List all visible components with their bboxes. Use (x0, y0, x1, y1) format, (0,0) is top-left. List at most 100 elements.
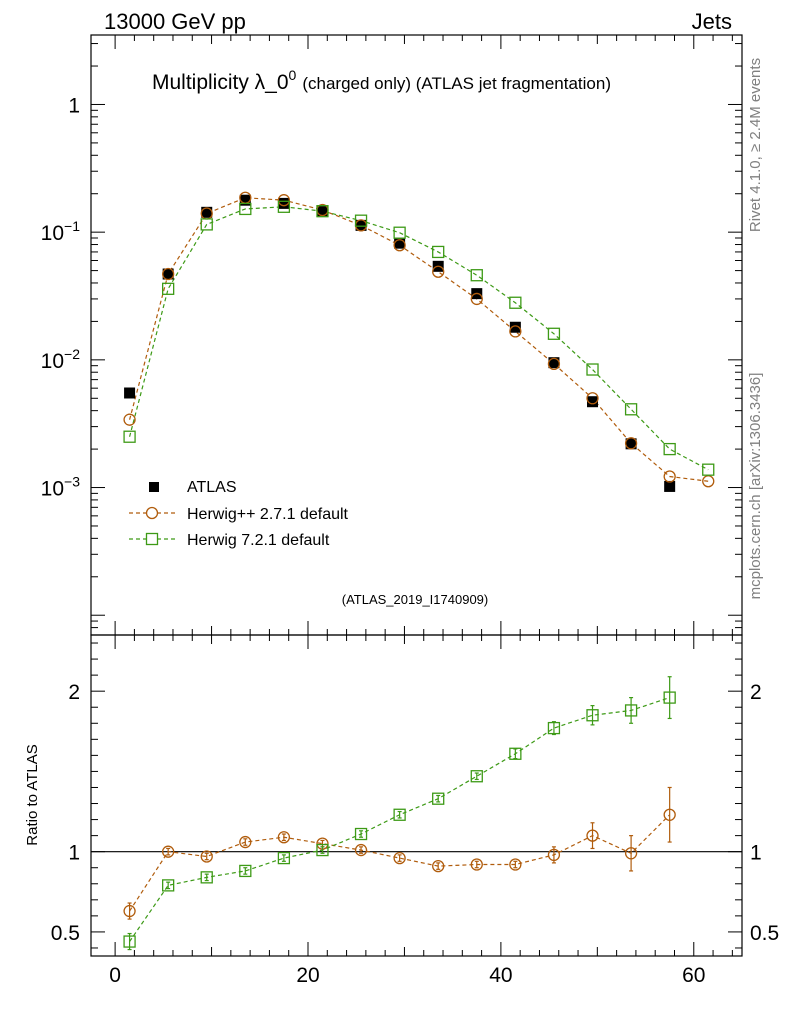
ratio-point-herwig7 (393, 808, 406, 821)
x-tick-labels: 0 20 40 60 (109, 964, 705, 987)
main-point-herwig7 (162, 282, 175, 295)
main-point-herwig7 (316, 205, 329, 218)
main-point-atlas (162, 268, 174, 280)
main-point-herwig7 (547, 327, 561, 340)
main-point-atlas (587, 396, 599, 408)
main-point-herwigpp (586, 392, 599, 405)
main-point-atlas (124, 387, 136, 399)
main-point-herwigpp (432, 265, 445, 278)
ratio-point-herwigpp (663, 808, 676, 821)
ratio-point-herwig7 (316, 843, 329, 857)
ratio-point-herwig7 (586, 709, 599, 722)
main-point-herwig7 (277, 200, 291, 213)
main-line-herwigpp (128, 197, 709, 482)
main-point-herwigpp (547, 357, 561, 371)
chart-title-sub: (charged only) (ATLAS jet fragmentation) (302, 74, 611, 93)
main-point-herwigpp (624, 437, 638, 450)
main-point-herwigpp (509, 325, 522, 338)
ratio-line-herwigpp (129, 814, 671, 912)
ratio-point-herwig7 (624, 704, 638, 717)
ratio-point-herwig7 (123, 935, 136, 948)
main-point-herwig7 (123, 430, 136, 443)
main-point-herwigpp (663, 470, 676, 483)
ratio-point-herwig7 (432, 792, 445, 805)
legend-label-herwig7: Herwig 7.2.1 default (187, 532, 330, 549)
main-point-herwig7 (470, 269, 483, 282)
x-tick-label: 40 (489, 964, 512, 987)
main-point-herwig7 (200, 218, 213, 231)
main-point-atlas (625, 438, 637, 450)
ratio-point-herwigpp (277, 831, 291, 844)
ratio-point-herwig7 (239, 864, 252, 878)
ratio-point-herwigpp (470, 858, 483, 871)
main-point-atlas (664, 480, 676, 492)
ratio-point-herwigpp (547, 848, 561, 862)
chart-title: Multiplicity λ_00 (charged only) (ATLAS j… (152, 67, 611, 94)
main-y-tick-labels: 1 10−1 10−2 10−3 (41, 94, 81, 500)
main-point-atlas (201, 206, 213, 218)
ratio-point-herwigpp (586, 829, 599, 842)
legend-label-atlas: ATLAS (187, 479, 237, 496)
main-point-herwig7 (702, 463, 715, 476)
legend-label-herwigpp: Herwig++ 2.7.1 default (187, 506, 349, 523)
header-right-label: Jets (692, 9, 732, 34)
ratio-series (123, 676, 676, 951)
ratio-point-herwig7 (547, 721, 561, 735)
ratio-y-tick-label-right: 1 (750, 842, 762, 865)
main-point-herwigpp (123, 413, 136, 426)
ratio-point-herwigpp (162, 845, 175, 858)
ratio-point-herwig7 (162, 879, 175, 892)
main-point-herwigpp (393, 239, 406, 252)
x-tick-label: 20 (296, 964, 319, 987)
main-point-herwig7 (586, 363, 599, 376)
ratio-point-herwigpp (432, 859, 445, 873)
chart-title-sup: 0 (289, 67, 297, 83)
ratio-y-tick-label-right: 2 (750, 681, 762, 704)
legend-marker-herwigpp (145, 506, 159, 520)
main-point-atlas (278, 197, 290, 209)
main-point-herwigpp (162, 267, 175, 281)
ratio-point-herwig7 (470, 770, 483, 783)
main-point-herwig7 (624, 403, 638, 416)
legend: ATLAS Herwig++ 2.7.1 default Herwig 7.2.… (129, 479, 349, 549)
main-y-tick-label: 1 (68, 94, 80, 117)
ratio-y-tick-label: 2 (68, 681, 80, 704)
main-point-atlas (316, 206, 328, 218)
main-point-herwig7 (354, 214, 368, 227)
main-y-tick-label: 10−1 (41, 218, 81, 245)
main-point-atlas (239, 194, 251, 206)
x-tick-label: 0 (109, 964, 121, 987)
analysis-label: (ATLAS_2019_I1740909) (342, 592, 488, 607)
ratio-y-tick-label: 1 (68, 842, 80, 865)
main-series (123, 191, 715, 492)
ratio-point-herwigpp (123, 904, 136, 918)
ratio-point-herwigpp (509, 858, 522, 871)
ratio-y-tick-labels: 0.5 0.5 1 1 2 2 (51, 681, 779, 945)
ratio-point-herwigpp (624, 847, 638, 860)
main-point-herwig7 (432, 245, 445, 259)
ratio-y-axis-label: Ratio to ATLAS (24, 744, 41, 845)
main-line-herwig7 (128, 206, 709, 471)
main-point-herwig7 (663, 442, 676, 456)
legend-marker-herwig7 (145, 532, 159, 546)
main-point-atlas (509, 321, 521, 333)
main-point-herwig7 (239, 202, 252, 216)
main-axis-ticks (91, 35, 742, 636)
ratio-point-herwig7 (354, 827, 368, 841)
main-point-herwig7 (393, 226, 406, 239)
x-tick-label: 60 (682, 964, 705, 987)
rivet-version-label: Rivet 4.1.0, ≥ 2.4M events (747, 58, 764, 232)
main-point-atlas (548, 357, 560, 369)
main-point-herwig7 (509, 296, 522, 309)
ratio-point-herwig7 (277, 851, 291, 865)
ratio-y-tick-label-right: 0.5 (750, 922, 779, 945)
ratio-plot-frame (90, 634, 743, 957)
ratio-axis-ticks (91, 635, 742, 956)
main-point-herwigpp (277, 194, 291, 207)
main-point-atlas (394, 237, 406, 249)
ratio-point-herwigpp (354, 843, 368, 857)
mcplots-label: mcplots.cern.ch [arXiv:1306.3436] (747, 373, 764, 600)
ratio-point-herwigpp (200, 850, 213, 863)
main-y-tick-label: 10−3 (41, 474, 81, 501)
